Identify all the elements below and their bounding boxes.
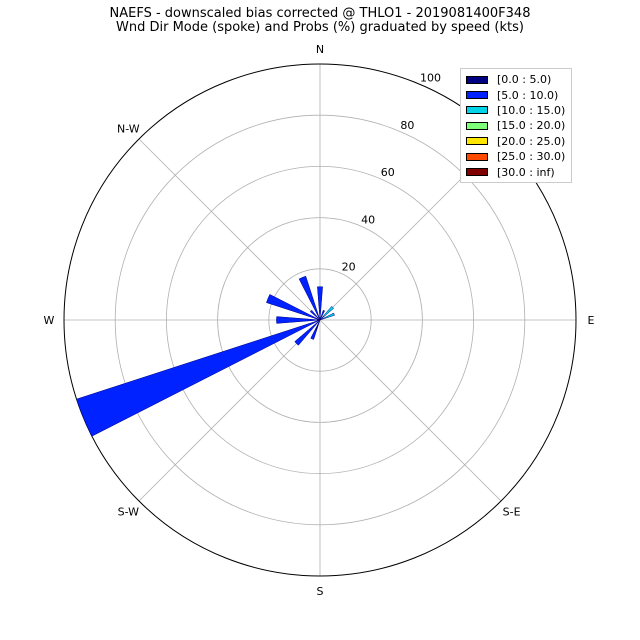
grid-ring xyxy=(217,217,423,423)
legend-swatch xyxy=(466,106,488,115)
legend-entry: [5.0 : 10.0) xyxy=(461,87,571,102)
legend-label: [15.0 : 20.0) xyxy=(497,119,566,133)
grid-ring xyxy=(165,165,475,475)
legend-label: [25.0 : 30.0) xyxy=(497,150,566,164)
wind-bar-segment xyxy=(309,309,321,321)
legend-entry: [10.0 : 15.0) xyxy=(461,103,571,118)
grid-spoke xyxy=(138,319,321,502)
chart-title: NAEFS - downscaled bias corrected @ THLO… xyxy=(109,6,531,21)
chart-subtitle: Wnd Dir Mode (spoke) and Probs (%) gradu… xyxy=(116,20,524,35)
wind-bar-segment xyxy=(294,321,319,346)
radial-tick-label: 80 xyxy=(400,119,414,132)
grid-ring xyxy=(114,114,526,526)
legend-entry: [25.0 : 30.0) xyxy=(461,149,571,164)
legend-swatch xyxy=(466,137,488,146)
direction-label: N xyxy=(316,43,324,56)
legend-entry: [20.0 : 25.0) xyxy=(461,134,571,149)
legend-swatch xyxy=(466,121,488,130)
direction-label: N-W xyxy=(117,122,140,135)
wind-bars xyxy=(76,275,335,437)
wind-bar-segment xyxy=(276,316,318,324)
legend-swatch xyxy=(466,168,488,177)
legend-swatch xyxy=(466,75,488,84)
direction-label: S xyxy=(317,585,324,598)
wind-bar-segment xyxy=(76,320,319,437)
legend-label: [30.0 : inf) xyxy=(497,165,555,179)
wind-bar-segment xyxy=(320,309,325,319)
wind-bar-segment xyxy=(322,306,334,318)
radial-tick-label: 100 xyxy=(420,71,441,84)
legend-label: [20.0 : 25.0) xyxy=(497,134,566,148)
wind-bar-segment xyxy=(310,328,318,340)
grid-spoke xyxy=(138,138,321,321)
grid-ring xyxy=(268,268,372,372)
wind-bar-segment xyxy=(319,312,335,321)
legend-label: [10.0 : 15.0) xyxy=(497,103,566,117)
radial-tick-label: 40 xyxy=(361,213,375,226)
outer-ring xyxy=(63,63,577,577)
grid-spoke xyxy=(319,319,502,502)
radial-tick-label: 60 xyxy=(381,166,395,179)
radial-tick-label: 20 xyxy=(342,261,356,274)
legend: [0.0 : 5.0) [5.0 : 10.0) [10.0 : 15.0) [15.… xyxy=(460,68,572,183)
legend-swatch xyxy=(466,91,488,100)
legend-label: [5.0 : 10.0) xyxy=(497,88,559,102)
wind-bar-segment xyxy=(298,275,320,319)
legend-swatch xyxy=(466,152,488,161)
wind-bar-segment xyxy=(266,294,319,320)
legend-entry: [0.0 : 5.0) xyxy=(461,72,571,87)
direction-label: W xyxy=(44,314,55,327)
direction-label: S-E xyxy=(503,506,521,519)
direction-labels: N N-W W S-W S S-E E xyxy=(44,43,595,598)
wind-bar-segment xyxy=(317,286,323,318)
legend-entry: [15.0 : 20.0) xyxy=(461,118,571,133)
legend-label: [0.0 : 5.0) xyxy=(497,73,552,87)
legend-entry: [30.0 : inf) xyxy=(461,164,571,179)
direction-label: E xyxy=(588,314,595,327)
direction-label: S-W xyxy=(118,506,140,519)
radial-tick-labels: 20 40 60 80 100 xyxy=(342,71,441,273)
